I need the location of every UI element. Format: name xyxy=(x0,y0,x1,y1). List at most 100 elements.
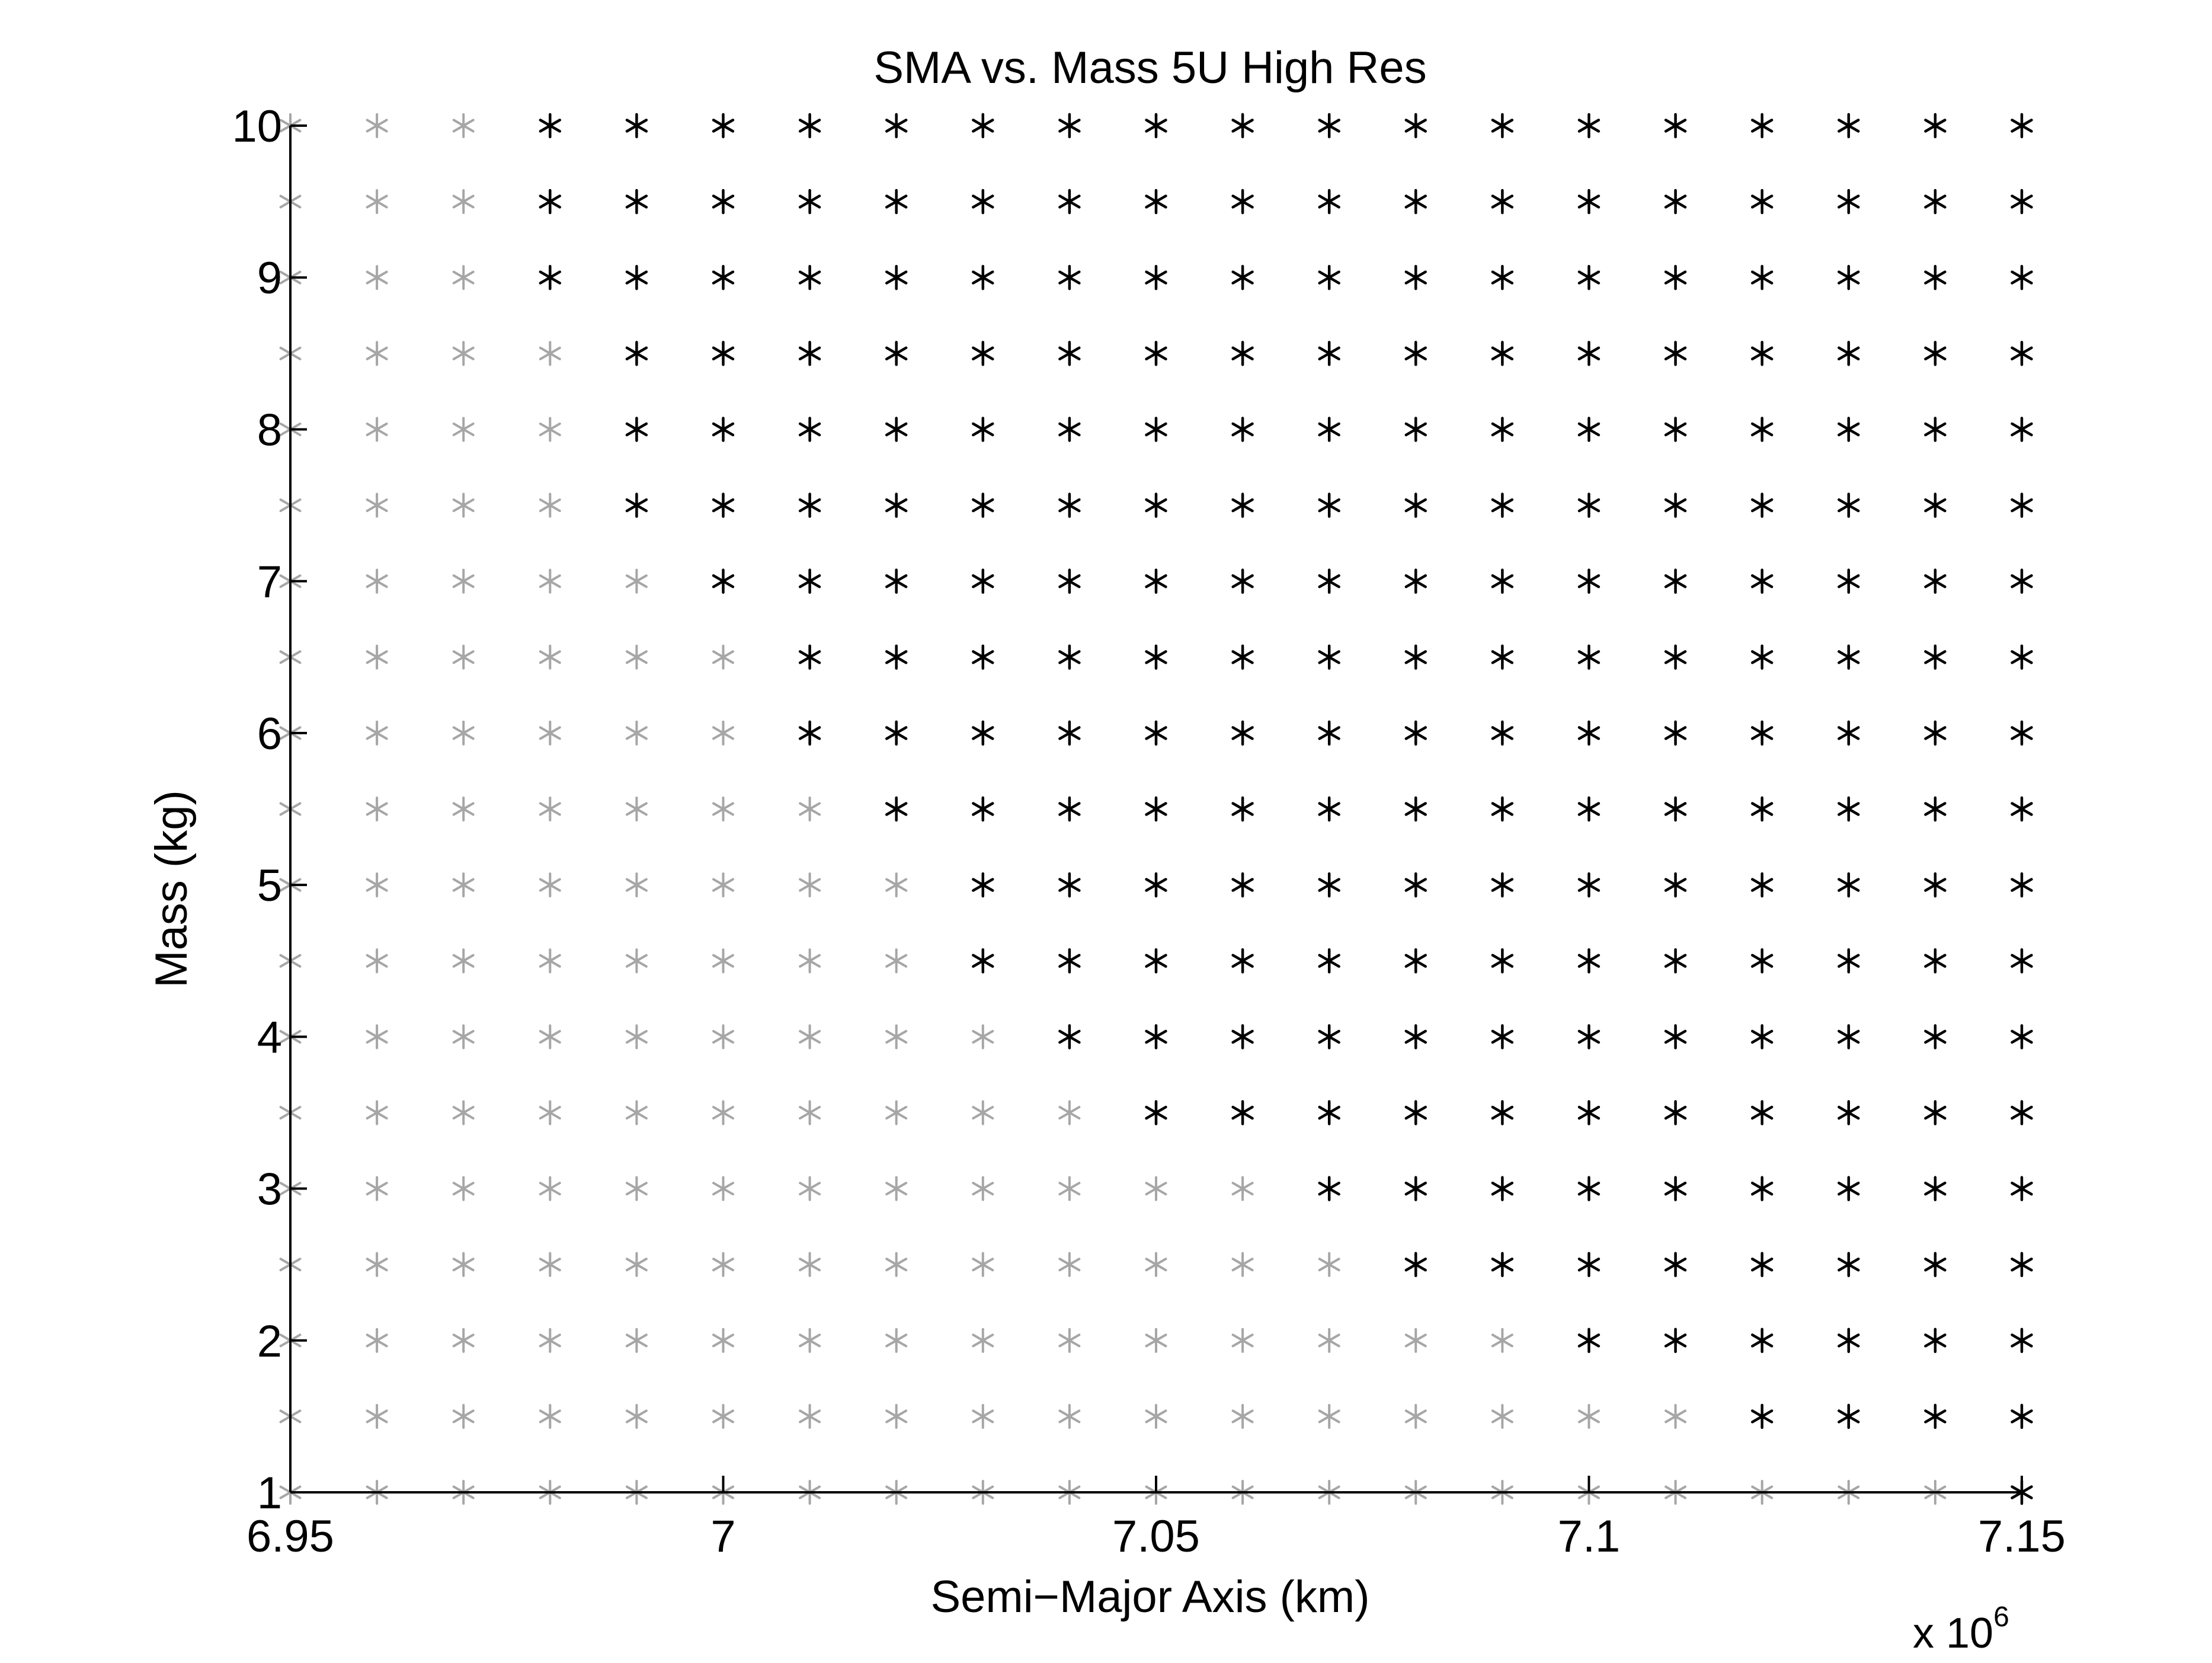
data-point-black xyxy=(885,796,908,822)
data-point-black xyxy=(1145,796,1167,822)
data-point-black xyxy=(1231,1100,1254,1125)
data-point-gray xyxy=(1145,1328,1167,1353)
data-point-gray xyxy=(366,1328,388,1353)
data-point-gray xyxy=(625,797,648,821)
data-point-gray xyxy=(452,872,475,898)
data-point-gray xyxy=(452,1176,475,1201)
data-point-black xyxy=(539,264,562,290)
data-point-black xyxy=(1058,568,1081,594)
data-point-gray xyxy=(452,720,475,746)
data-point-gray xyxy=(366,568,388,594)
data-point-black xyxy=(972,872,994,898)
data-point-black xyxy=(1491,1024,1514,1050)
data-point-black xyxy=(798,568,821,594)
data-point-gray xyxy=(885,1024,908,1050)
data-point-gray xyxy=(972,1100,994,1125)
data-point-black xyxy=(1750,948,1774,974)
data-point-black xyxy=(1404,113,1427,139)
data-point-gray xyxy=(452,1100,475,1125)
data-point-black xyxy=(1231,264,1254,290)
data-point-gray xyxy=(366,417,388,442)
data-point-black xyxy=(2011,264,2033,290)
data-point-black xyxy=(1404,1176,1427,1201)
data-point-black xyxy=(1838,1403,1860,1429)
data-point-gray xyxy=(1145,1176,1167,1201)
data-point-gray xyxy=(539,797,561,821)
data-point-black xyxy=(1664,341,1687,366)
data-point-gray xyxy=(885,1100,908,1125)
data-point-gray xyxy=(452,113,475,138)
data-point-black xyxy=(1231,492,1254,518)
data-point-gray xyxy=(1318,1328,1340,1353)
data-point-gray xyxy=(539,492,561,518)
data-point-black xyxy=(1491,568,1514,594)
data-point-black xyxy=(2011,948,2033,974)
data-point-gray xyxy=(539,1252,561,1277)
data-point-black xyxy=(1838,1252,1860,1277)
data-point-gray xyxy=(452,1328,475,1353)
data-point-black xyxy=(712,341,735,366)
data-point-gray xyxy=(539,1100,561,1125)
data-point-gray xyxy=(452,189,475,215)
data-point-black xyxy=(2011,568,2033,594)
data-point-black xyxy=(1145,1024,1167,1050)
data-point-gray xyxy=(366,265,388,290)
data-point-black xyxy=(1404,644,1427,670)
data-point-black xyxy=(1491,1100,1514,1125)
data-point-black xyxy=(1577,796,1600,822)
data-point-gray xyxy=(625,720,648,746)
x-tick-label: 7 xyxy=(710,1511,735,1562)
data-point-gray xyxy=(539,872,561,898)
data-point-black xyxy=(539,113,562,139)
data-point-gray xyxy=(1491,1403,1513,1429)
data-point-black xyxy=(1318,568,1340,594)
data-point-black xyxy=(1664,113,1687,139)
data-point-black xyxy=(1318,1176,1340,1201)
data-point-black xyxy=(972,113,994,139)
data-point-black xyxy=(972,417,994,442)
data-point-gray xyxy=(452,265,475,290)
data-point-gray xyxy=(366,341,388,366)
data-point-black xyxy=(2011,1100,2033,1125)
y-tick-label: 7 xyxy=(257,557,282,607)
data-point-gray xyxy=(712,1328,734,1353)
data-point-gray xyxy=(972,1403,994,1429)
data-point-black xyxy=(1058,188,1081,215)
data-point-gray xyxy=(539,1024,561,1050)
data-point-black xyxy=(2011,188,2033,215)
data-point-black xyxy=(1577,872,1600,898)
data-point-black xyxy=(1404,188,1427,215)
data-point-black xyxy=(1404,1100,1427,1125)
data-point-black xyxy=(1664,1328,1687,1354)
data-point-gray xyxy=(452,1403,475,1429)
data-point-gray xyxy=(625,1403,648,1429)
data-point-gray xyxy=(625,568,648,594)
data-point-black xyxy=(1838,492,1860,518)
data-point-black xyxy=(1231,1024,1254,1050)
data-point-black xyxy=(1664,872,1687,898)
data-point-black xyxy=(1577,1024,1600,1050)
data-point-black xyxy=(1750,872,1774,898)
data-point-black xyxy=(1145,341,1167,366)
y-tick-label: 2 xyxy=(257,1316,282,1367)
data-point-gray xyxy=(799,948,821,974)
data-point-gray xyxy=(1578,1403,1600,1429)
data-point-black xyxy=(712,264,735,290)
data-point-gray xyxy=(1404,1328,1427,1353)
x-exponent-label: x 106 xyxy=(1913,1601,2009,1657)
data-point-gray xyxy=(885,948,908,974)
y-tick-label: 1 xyxy=(257,1468,282,1518)
data-point-black xyxy=(798,492,821,518)
data-point-black xyxy=(1750,492,1774,518)
data-point-black xyxy=(885,113,908,139)
data-point-black xyxy=(1318,1024,1340,1050)
data-point-black xyxy=(1318,796,1340,822)
data-point-black xyxy=(885,644,908,670)
data-point-black xyxy=(972,796,994,822)
x-tick-label: 7.05 xyxy=(1112,1511,1200,1562)
data-point-black xyxy=(1577,417,1600,442)
data-point-gray xyxy=(1318,1403,1340,1429)
data-point-black xyxy=(885,188,908,215)
data-point-black xyxy=(1404,872,1427,898)
data-point-black xyxy=(798,341,821,366)
